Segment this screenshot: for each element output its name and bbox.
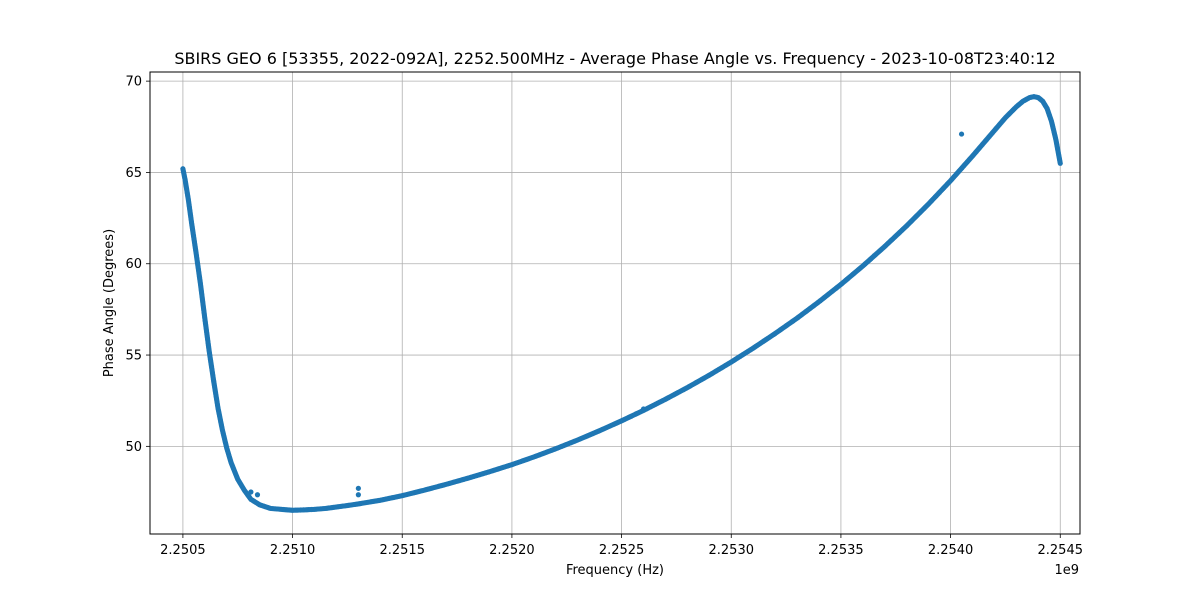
y-axis-ticks: 50 55 60 65 70 <box>125 75 150 455</box>
grid-lines <box>150 72 1080 534</box>
data-points <box>180 94 1063 513</box>
x-tick-label: 2.2535 <box>818 543 864 558</box>
x-tick-label: 2.2505 <box>160 543 206 558</box>
x-tick-label: 2.2545 <box>1038 543 1084 558</box>
y-tick-label: 65 <box>125 166 142 181</box>
y-tick-label: 70 <box>125 75 142 90</box>
x-tick-label: 2.2530 <box>709 543 755 558</box>
y-axis-label: Phase Angle (Degrees) <box>102 229 117 377</box>
data-point <box>958 131 965 137</box>
data-point <box>248 489 254 495</box>
chart-title: SBIRS GEO 6 [53355, 2022-092A], 2252.500… <box>174 49 1055 68</box>
x-tick-label: 2.2525 <box>599 543 645 558</box>
plot-frame <box>149 71 1081 535</box>
y-tick-label: 60 <box>125 257 142 272</box>
data-point <box>640 406 647 412</box>
x-tick-label: 2.2520 <box>489 543 535 558</box>
x-axis-ticks: 2.2505 2.2510 2.2515 2.2520 2.2525 2.2530 2.25… <box>160 534 1083 558</box>
x-tick-label: 2.2540 <box>928 543 974 558</box>
x-tick-label: 2.2510 <box>270 543 316 558</box>
y-tick-label: 50 <box>125 440 142 455</box>
data-point <box>1057 160 1063 166</box>
data-point <box>254 492 261 498</box>
data-point <box>355 485 361 491</box>
y-tick-label: 55 <box>125 349 142 364</box>
x-axis-offset-label: 1e9 <box>1054 563 1079 578</box>
x-axis-label: Frequency (Hz) <box>566 563 664 578</box>
data-point <box>355 492 361 498</box>
x-tick-label: 2.2515 <box>379 543 425 558</box>
